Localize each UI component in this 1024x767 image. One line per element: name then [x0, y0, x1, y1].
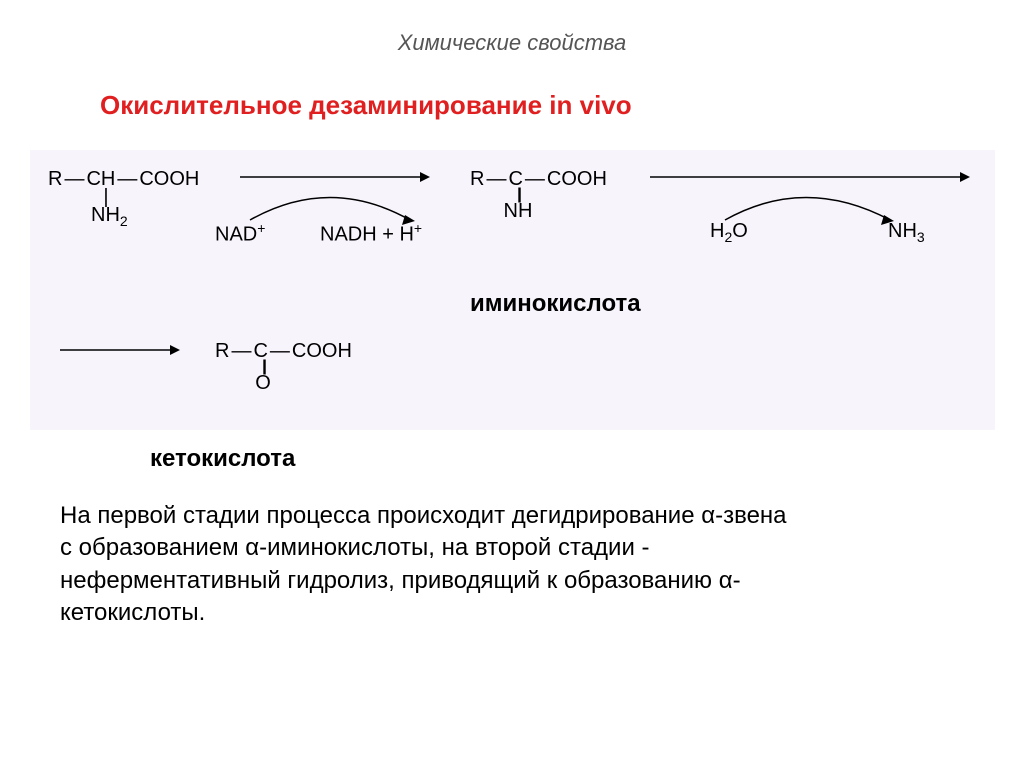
- ka-cooh: COOH: [292, 340, 352, 362]
- bond: —: [270, 340, 290, 362]
- ia-c: C: [508, 168, 522, 190]
- arrow-1: [240, 165, 430, 225]
- amino-acid-line1: R—CH—COOH: [48, 168, 199, 191]
- aa-r: R: [48, 168, 62, 190]
- nad-plus: NAD+: [215, 220, 265, 247]
- aa-cooh: COOH: [139, 168, 199, 190]
- h2o-o: O: [732, 220, 748, 242]
- ka-o: O: [248, 374, 278, 392]
- aa-nh2: NH2: [91, 206, 121, 228]
- bond: —: [231, 340, 251, 362]
- bond: —: [64, 168, 84, 190]
- page-title: Химические свойства: [0, 30, 1024, 56]
- aa-nh2-sub: 2: [120, 213, 128, 229]
- bond: —: [117, 168, 137, 190]
- body-paragraph: На первой стадии процесса происходит дег…: [60, 500, 790, 630]
- nadh-sup: +: [414, 220, 422, 236]
- label-ketokislota: кетокислота: [150, 445, 295, 473]
- ka-c: C: [253, 340, 267, 362]
- bond: —: [525, 168, 545, 190]
- ka-o-group: || O: [248, 360, 278, 392]
- h2o: H2O: [710, 220, 748, 245]
- nh3-sub: 3: [917, 229, 925, 245]
- ia-r: R: [470, 168, 484, 190]
- reaction-box: R—CH—COOH | NH2 NAD+ NADH + H+ R—C—COOH …: [30, 150, 995, 430]
- arrow-2: [650, 165, 970, 225]
- aa-ch: CH: [86, 168, 115, 190]
- aa-nh2-group: | NH2: [91, 188, 121, 228]
- ia-cooh: COOH: [547, 168, 607, 190]
- arrow-3: [60, 340, 180, 360]
- label-iminokislota: иминокислота: [470, 290, 641, 318]
- keto-acid-line1: R—C—COOH: [215, 340, 352, 363]
- subtitle: Окислительное дезаминирование in vivo: [100, 90, 632, 121]
- nad-sup: +: [257, 220, 265, 236]
- bond: —: [486, 168, 506, 190]
- h2o-h: H: [710, 220, 724, 242]
- nadh: NADH + H+: [320, 220, 422, 247]
- nadh-text: NADH + H: [320, 224, 414, 246]
- nad-text: NAD: [215, 224, 257, 246]
- ka-r: R: [215, 340, 229, 362]
- nh3-n: NH: [888, 220, 917, 242]
- aa-nh2-text: NH: [91, 204, 120, 226]
- ia-nh-group: || NH: [503, 188, 533, 220]
- imino-acid-line1: R—C—COOH: [470, 168, 607, 191]
- ia-nh: NH: [503, 202, 533, 220]
- nh3: NH3: [888, 220, 925, 245]
